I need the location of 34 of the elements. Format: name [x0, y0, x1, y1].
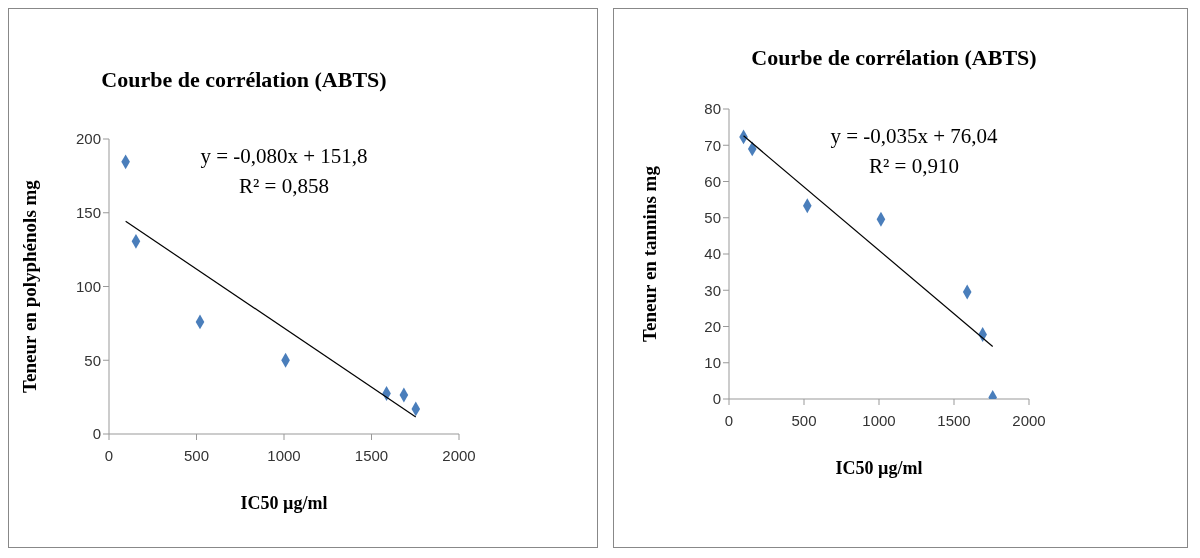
y-tick-label: 0	[92, 425, 101, 443]
y-tick-label: 80	[704, 100, 721, 118]
y-tick-label: 0	[712, 390, 721, 408]
y-axis-title: Teneur en polyphénols mg	[18, 179, 40, 393]
x-tick-label: 1000	[267, 446, 301, 464]
x-axis-title: IC50 µg/ml	[240, 493, 328, 513]
x-tick-label: 2000	[1012, 411, 1046, 429]
y-tick-label: 200	[75, 130, 101, 148]
y-tick-label: 30	[704, 281, 721, 299]
chart-title: Courbe de corrélation (ABTS)	[100, 67, 388, 93]
y-tick-label: 100	[75, 277, 101, 295]
y-axis-title: Teneur en tannins mg	[638, 165, 660, 342]
y-tick-label: 20	[704, 317, 721, 335]
x-tick-label: 0	[724, 411, 734, 429]
annotation: y = -0,080x + 151,8	[199, 144, 369, 169]
x-axis-title: IC50 µg/ml	[835, 458, 923, 478]
y-tick-label: 60	[704, 172, 721, 190]
x-tick-label: 1500	[937, 411, 971, 429]
chart-title: Courbe de corrélation (ABTS)	[750, 45, 1038, 71]
y-tick-label: 10	[704, 354, 721, 372]
y-tick-label: 50	[84, 351, 101, 369]
x-tick-label: 500	[791, 411, 817, 429]
y-tick-label: 40	[704, 245, 721, 263]
x-tick-label: 0	[104, 446, 114, 464]
y-tick-label: 70	[704, 136, 721, 154]
annotation: R² = 0,858	[238, 174, 330, 199]
annotation: y = -0,035x + 76,04	[829, 124, 999, 149]
annotation: R² = 0,910	[868, 154, 960, 179]
y-tick-label: 150	[75, 204, 101, 222]
x-tick-label: 500	[183, 446, 210, 464]
x-tick-label: 1500	[354, 446, 389, 464]
y-tick-label: 50	[704, 209, 721, 227]
x-tick-label: 2000	[442, 446, 476, 464]
x-tick-label: 1000	[862, 411, 896, 429]
